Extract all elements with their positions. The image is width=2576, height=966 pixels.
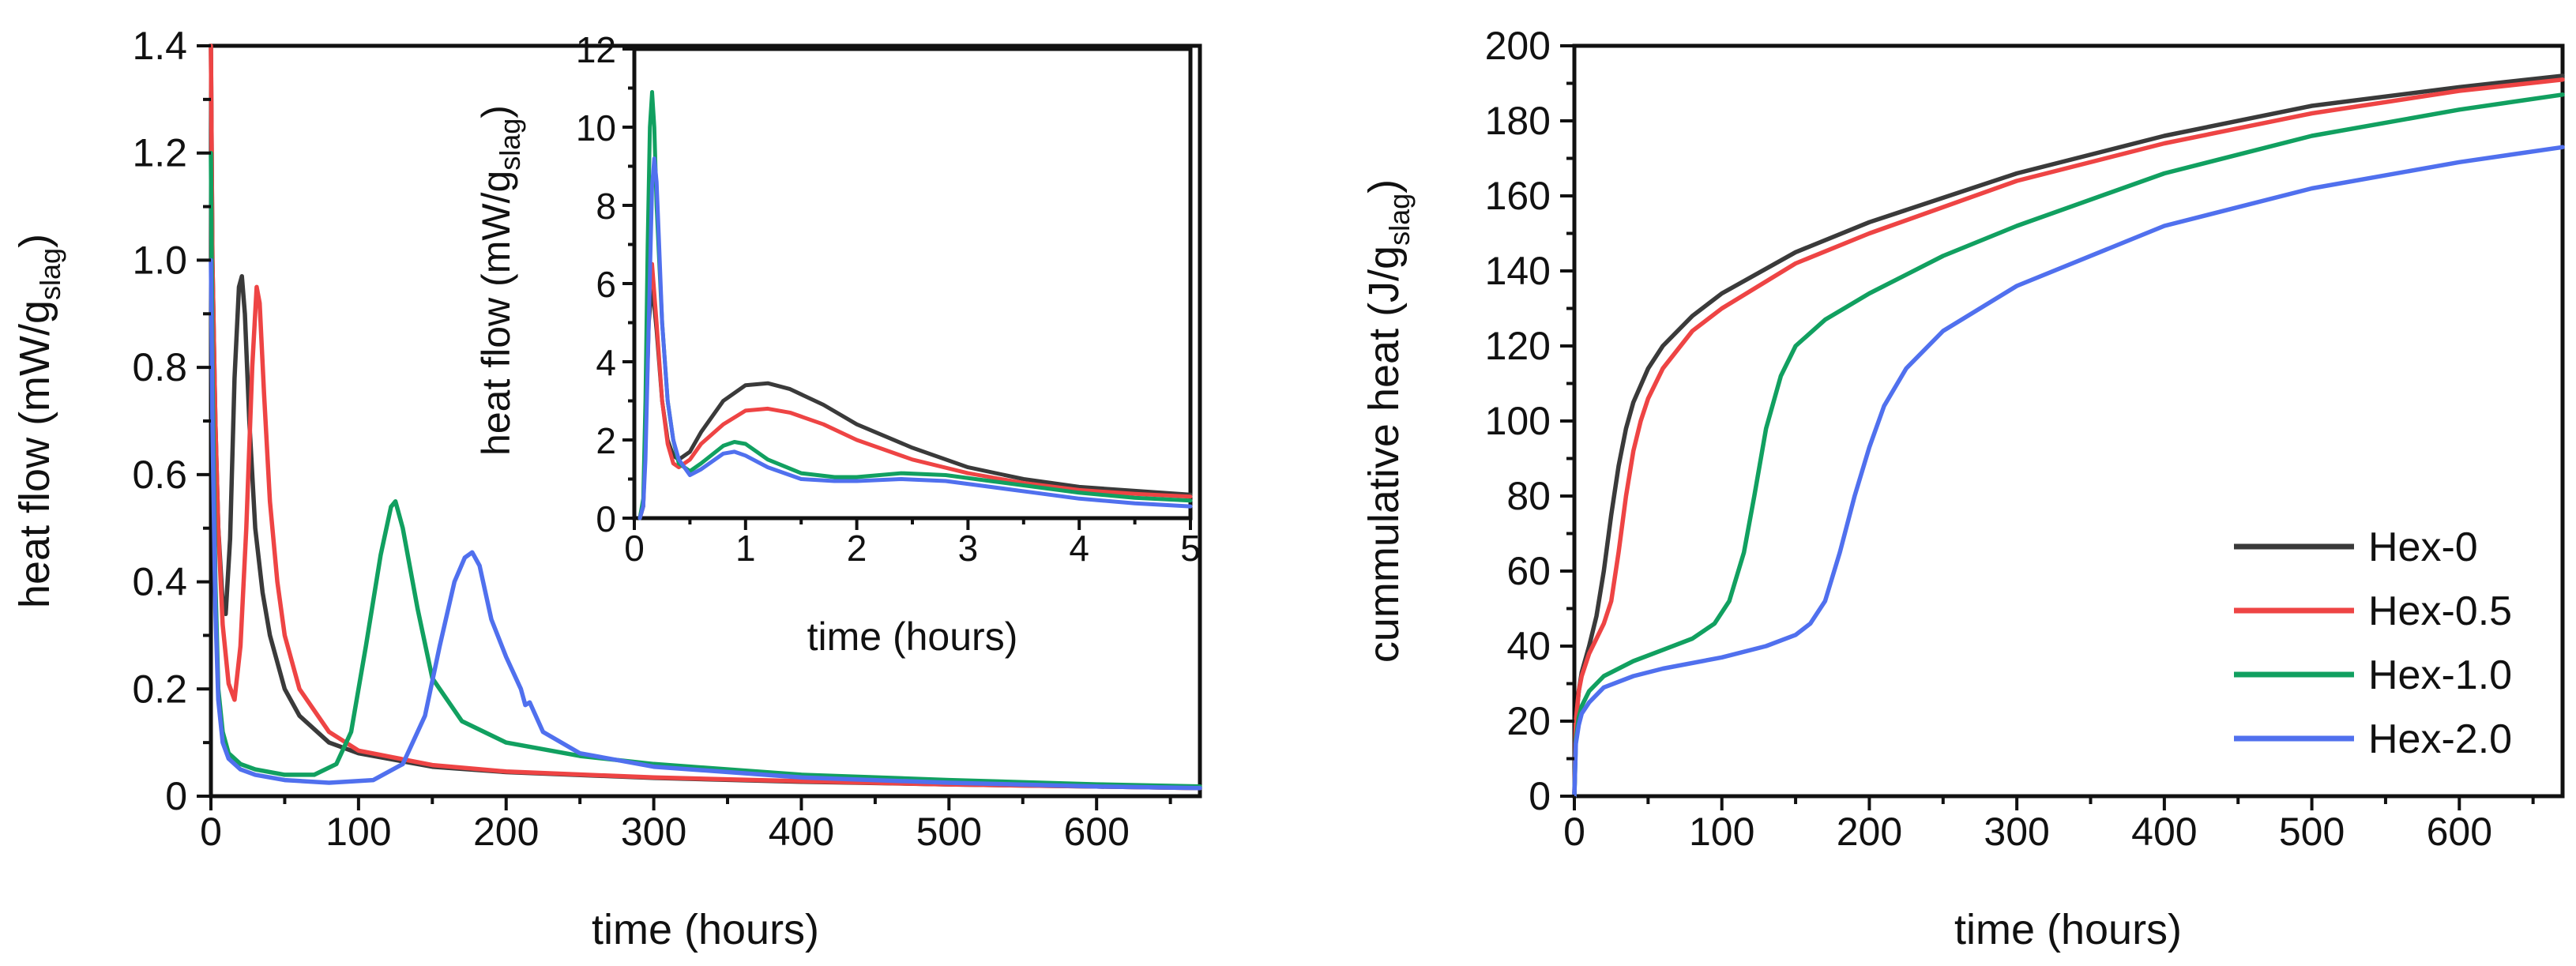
heat-flow-inset-y-tick-label: 4 — [596, 342, 616, 383]
heat-flow-main-y-tick-label: 1.2 — [132, 131, 187, 175]
cumulative-heat-x-title: time (hours) — [1954, 906, 2182, 953]
cumulative-heat-y-tick-label: 100 — [1485, 399, 1551, 443]
heat-flow-inset-y-tick-label: 2 — [596, 420, 616, 461]
heat-flow-inset-y-tick-label: 8 — [596, 186, 616, 227]
cumulative-heat-y-tick-label: 120 — [1485, 324, 1551, 368]
heat-flow-inset-x-tick-label: 5 — [1180, 528, 1201, 569]
cumulative-heat-y-tick-label: 140 — [1485, 249, 1551, 293]
cumulative-heat-y-tick-label: 200 — [1485, 24, 1551, 68]
heat-flow-main-x-tick-label: 200 — [473, 810, 539, 854]
cumulative-heat-y-tick-label: 40 — [1506, 624, 1551, 668]
cumulative-heat-ticks: 0 100 200 300 400 500 600 0 20 40 60 80 100 120 140 160… — [1485, 24, 2535, 854]
cumulative-heat-y-tick-label: 80 — [1506, 474, 1551, 518]
cumulative-heat-x-tick-label: 600 — [2427, 810, 2492, 854]
cumulative-heat-y-tick-label: 20 — [1506, 699, 1551, 743]
heat-flow-main-y-tick-label: 0.4 — [132, 560, 187, 604]
heat-flow-inset-y-tick-label: 10 — [576, 107, 616, 148]
heat-flow-inset-y-tick-label: 12 — [576, 29, 616, 70]
heat-flow-main-x-tick-label: 100 — [325, 810, 391, 854]
heat-flow-main-y-tick-label: 1.0 — [132, 238, 187, 282]
heat-flow-inset-background — [634, 49, 1190, 518]
heat-flow-inset-x-tick-label: 4 — [1069, 528, 1089, 569]
cumulative-heat-x-tick-label: 200 — [1837, 810, 1902, 854]
cumulative-heat-line-hex-2-0 — [1572, 145, 2565, 799]
heat-flow-inset-x-title: time (hours) — [807, 615, 1018, 659]
cumulative-heat-series — [1572, 73, 2565, 799]
cumulative-heat-y-title: cummulative heat (J/gslag) — [1360, 179, 1416, 663]
heat-flow-main-x-tick-label: 600 — [1063, 810, 1129, 854]
cumulative-heat-line-hex-1-0 — [1572, 92, 2565, 799]
heat-flow-main-line-hex-0-5 — [209, 43, 1202, 791]
heat-flow-main-ticks: 0 100 200 300 400 500 60000.20.40.60.81.01.21.… — [132, 24, 1172, 854]
heat-flow-main-y-tick-label: 0.2 — [132, 667, 187, 711]
legend-label-hex-2-0: Hex-2.0 — [2368, 716, 2512, 762]
heat-flow-inset-series — [637, 90, 1193, 521]
heat-flow-main-y-tick-label: 0.6 — [132, 453, 187, 497]
heat-flow-main-panel: 0 100 200 300 400 500 60000.20.40.60.81.01.21.… — [11, 24, 1202, 953]
heat-flow-inset-line-hex-2-0 — [637, 156, 1193, 521]
heat-flow-inset-x-tick-label: 0 — [624, 528, 645, 569]
heat-flow-inset-y-title: heat flow (mW/gslag) — [474, 105, 526, 456]
heat-flow-inset-y-tick-label: 6 — [596, 264, 616, 305]
heat-flow-inset-line-hex-1-0 — [637, 90, 1193, 521]
cumulative-heat-x-tick-label: 400 — [2131, 810, 2197, 854]
heat-flow-main-x-title: time (hours) — [592, 906, 819, 953]
heat-flow-main-series — [209, 43, 1202, 791]
cumulative-heat-y-tick-label: 160 — [1485, 174, 1551, 218]
heat-flow-inset-x-tick-label: 1 — [735, 528, 756, 569]
heat-flow-main-x-tick-label: 0 — [200, 810, 222, 854]
heat-flow-inset-y-tick-label: 0 — [596, 498, 616, 539]
cumulative-heat-x-tick-label: 300 — [1984, 810, 2049, 854]
cumulative-heat-line-hex-0-5 — [1572, 77, 2565, 799]
legend-label-hex-0-5: Hex-0.5 — [2368, 588, 2512, 634]
cumulative-heat-panel: 0 100 200 300 400 500 600 0 20 40 60 80 100 120 140 160… — [1360, 24, 2565, 953]
heat-flow-main-y-title: heat flow (mW/gslag) — [11, 234, 66, 608]
legend-label-hex-0: Hex-0 — [2368, 524, 2478, 570]
cumulative-heat-x-tick-label: 500 — [2279, 810, 2345, 854]
heat-flow-main-y-tick-label: 0.8 — [132, 345, 187, 389]
cumulative-heat-y-tick-label: 0 — [1529, 774, 1551, 818]
heat-flow-inset-x-tick-label: 2 — [847, 528, 867, 569]
cumulative-heat-y-tick-label: 180 — [1485, 99, 1551, 143]
heat-flow-main-y-tick-label: 1.4 — [132, 24, 187, 68]
cumulative-heat-x-tick-label: 0 — [1563, 810, 1585, 854]
heat-flow-inset-x-tick-label: 3 — [958, 528, 979, 569]
heat-flow-main-line-hex-2-0 — [209, 257, 1202, 791]
heat-flow-main-x-tick-label: 300 — [621, 810, 686, 854]
cumulative-heat-y-tick-label: 60 — [1506, 549, 1551, 593]
cumulative-heat-legend: Hex-0 Hex-0.5 Hex-1.0 Hex-2.0 — [2234, 524, 2512, 762]
heat-flow-main-y-tick-label: 0 — [165, 774, 187, 818]
heat-flow-main-x-tick-label: 400 — [769, 810, 834, 854]
heat-flow-main-x-tick-label: 500 — [916, 810, 982, 854]
legend-label-hex-1-0: Hex-1.0 — [2368, 652, 2512, 698]
cumulative-heat-x-tick-label: 100 — [1689, 810, 1754, 854]
